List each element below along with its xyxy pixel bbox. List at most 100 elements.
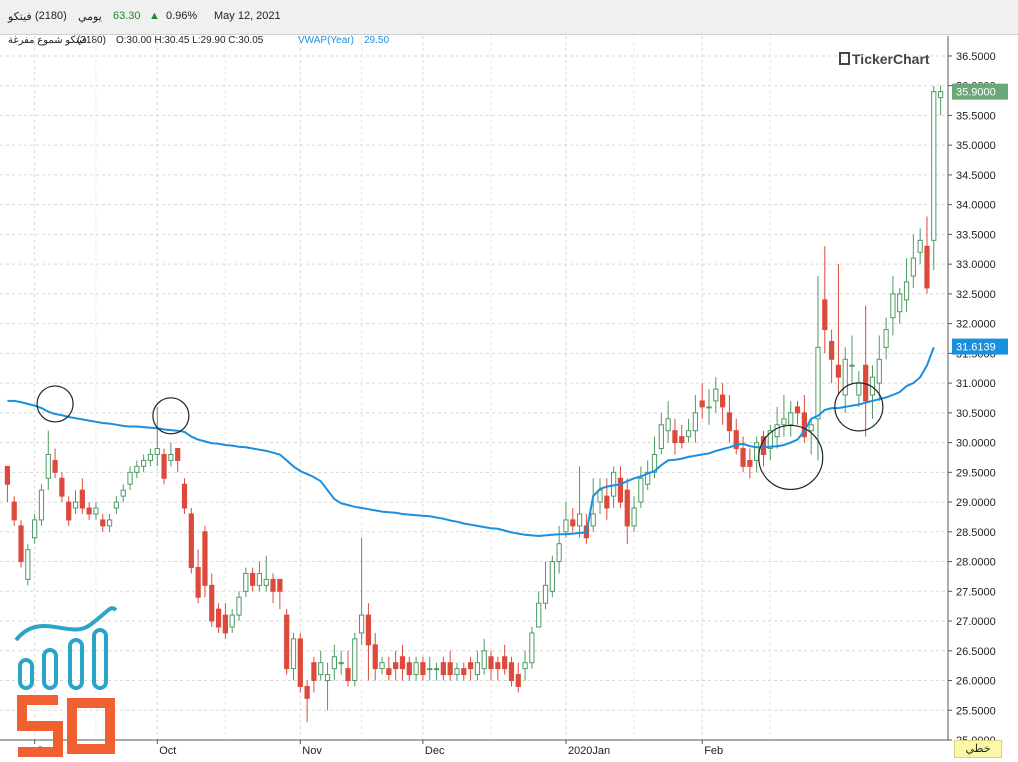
candle: [195, 549, 201, 604]
candle-body: [284, 614, 290, 670]
candle-body: [733, 430, 739, 450]
candle: [815, 276, 821, 461]
candle: [45, 430, 51, 491]
interval-label[interactable]: يومي: [78, 11, 102, 23]
vwap-indicator-value: 29.50: [364, 35, 390, 46]
candle-body: [515, 674, 521, 687]
candle-body: [420, 662, 426, 676]
candle: [910, 234, 916, 288]
candle-body: [747, 459, 753, 467]
candle-body: [304, 685, 310, 699]
candlestick-series: [4, 85, 944, 723]
candle-body: [801, 412, 807, 438]
y-tick-label: 26.0000: [956, 676, 996, 688]
candle-body: [692, 412, 698, 432]
candle: [324, 662, 331, 711]
chart-series-code: (2180): [77, 35, 106, 46]
candle-body: [937, 91, 944, 99]
candle: [842, 347, 848, 413]
candle: [318, 650, 324, 681]
y-tick-label: 25.5000: [956, 705, 996, 717]
candle: [767, 424, 773, 461]
candle: [665, 400, 671, 443]
candle-body: [372, 644, 378, 670]
quote-date: May 12, 2021: [214, 10, 281, 22]
candle: [529, 626, 535, 669]
ticker-name[interactable]: فيتكو: [8, 11, 32, 23]
candle-body: [931, 91, 937, 241]
candle: [937, 85, 944, 116]
y-tick-label: 36.5000: [956, 51, 996, 63]
y-tick-label: 29.5000: [956, 467, 996, 479]
y-tick-label: 29.0000: [956, 497, 996, 509]
candle: [924, 216, 930, 294]
last-price-badge-label: 35.9000: [956, 87, 996, 99]
candle-body: [188, 513, 194, 568]
candle: [638, 466, 644, 509]
candle: [488, 650, 494, 681]
candle-body: [141, 459, 147, 467]
last-price-badge: [952, 83, 1008, 100]
candle-body: [576, 513, 583, 527]
candle: [692, 395, 698, 443]
ticker-code: (2180): [35, 10, 67, 22]
candle: [788, 400, 794, 437]
candle: [740, 436, 746, 473]
candle: [270, 573, 276, 604]
candle-body: [685, 430, 692, 438]
quote-header: فيتكو (2180) يومي 63.30 ▲ 0.96% May 12, …: [0, 0, 1018, 35]
candle: [897, 287, 903, 324]
candle: [856, 371, 862, 407]
candle-body: [447, 662, 453, 676]
candle-body: [740, 448, 746, 467]
candle: [420, 656, 426, 681]
candle: [147, 448, 154, 467]
candle-body: [638, 477, 644, 503]
candle: [808, 418, 814, 455]
candle-body: [413, 662, 419, 676]
candle-body: [52, 459, 58, 473]
highlight-circles: [36, 382, 884, 491]
candle: [481, 638, 487, 675]
candle: [202, 525, 208, 598]
candle: [754, 436, 760, 473]
candle-body: [897, 293, 903, 313]
candle-body: [318, 662, 324, 676]
candle-body: [672, 430, 678, 444]
candle: [903, 258, 910, 312]
logo-digit-5: [17, 695, 63, 757]
candle-body: [277, 578, 283, 592]
candle: [536, 591, 542, 628]
highlight-circle: [36, 385, 74, 423]
candle: [876, 335, 882, 401]
candle-body: [658, 424, 664, 450]
candle-body: [549, 561, 555, 592]
candle-body: [222, 614, 228, 634]
candle: [175, 448, 181, 473]
candle: [883, 317, 889, 360]
candle-body: [120, 489, 126, 497]
candle: [597, 478, 603, 514]
candle-body: [502, 656, 508, 670]
candle-body: [79, 489, 85, 509]
candle-body: [822, 299, 828, 331]
candle: [379, 656, 385, 675]
candle-body: [66, 501, 72, 521]
chart-type-badge[interactable]: خطي: [954, 740, 1002, 758]
candle-body: [345, 668, 351, 682]
candle-body: [542, 584, 549, 604]
candle-body: [100, 519, 106, 527]
candle: [188, 508, 194, 574]
candle: [645, 460, 651, 491]
candle-body: [624, 489, 630, 527]
vwap-indicator-label[interactable]: VWAP(Year): [298, 35, 354, 46]
candle: [563, 502, 569, 538]
candle: [399, 644, 406, 681]
logo-wave: [14, 606, 118, 642]
candle-body: [25, 549, 31, 580]
candle: [917, 228, 923, 265]
candle: [352, 632, 358, 687]
candle-body: [106, 519, 113, 527]
candle: [556, 525, 562, 574]
